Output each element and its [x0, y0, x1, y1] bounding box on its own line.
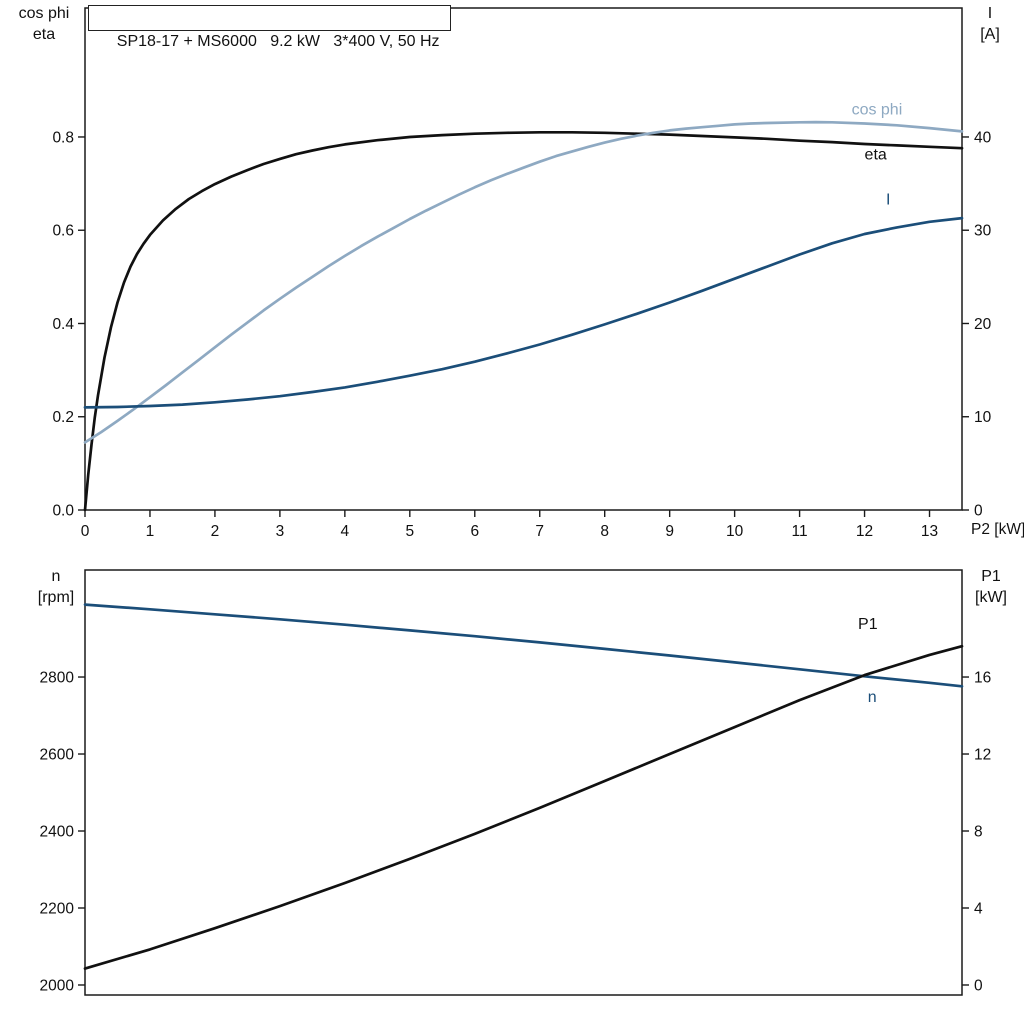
right-tick-label: 0 [974, 503, 983, 520]
right-axis-title-line2: [A] [980, 26, 1000, 43]
curve-eta [83, 130, 964, 512]
x-tick-label: 6 [470, 523, 479, 540]
left-axis-title-line2: eta [32, 26, 56, 43]
left-tick-label: 0.0 [52, 503, 74, 520]
left-tick-label: 2200 [40, 900, 75, 917]
right-tick-label: 16 [974, 670, 991, 687]
n-axis-title-line1: n [51, 568, 61, 585]
curve-label-n: n [868, 689, 877, 706]
right-tick-label: 0 [974, 977, 983, 994]
x-tick-label: 11 [792, 523, 808, 540]
right-tick-label: 20 [974, 316, 992, 333]
curve-label-I: I [886, 192, 890, 209]
curve-cos-phi [83, 120, 964, 444]
p1-axis-title-line2: [kW] [975, 589, 1007, 606]
right-tick-label: 8 [974, 824, 983, 841]
left-axis-title-line1: cos phi [18, 5, 70, 22]
curve-label-eta: eta [865, 146, 887, 163]
x-tick-label: 2 [211, 523, 220, 540]
plot-frame [84, 7, 963, 511]
left-tick-label: 2000 [40, 977, 75, 994]
left-tick-label: 2400 [40, 824, 75, 841]
x-tick-label: 7 [535, 523, 544, 540]
left-tick-label: 0.2 [52, 409, 74, 426]
n-axis-title-line2: [rpm] [37, 589, 75, 606]
left-tick-label: 0.8 [52, 129, 74, 146]
bottom-left-axis-title: n [rpm] [18, 566, 94, 608]
curve-I [83, 216, 964, 409]
x-tick-label: 13 [921, 523, 938, 540]
right-tick-label: 4 [974, 900, 983, 917]
right-tick-label: 12 [974, 747, 991, 764]
bottom-right-axis-title: P1 [kW] [962, 566, 1020, 608]
x-tick-label: 3 [276, 523, 285, 540]
x-tick-label: 0 [81, 523, 90, 540]
x-tick-label: 5 [406, 523, 415, 540]
curve-P1 [83, 644, 964, 970]
right-axis-title-line1: I [987, 5, 993, 22]
chart-title-box: SP18-17 + MS6000 9.2 kW 3*400 V, 50 Hz [88, 5, 451, 50]
x-tick-label: 10 [726, 523, 744, 540]
x-axis-label: P2 [kW] [971, 521, 1024, 538]
x-tick-label: 1 [146, 523, 155, 540]
p1-axis-title-line1: P1 [981, 568, 1001, 585]
left-tick-label: 2800 [40, 670, 75, 687]
chart-title: SP18-17 + MS6000 9.2 kW 3*400 V, 50 Hz [116, 33, 440, 50]
x-tick-label: 8 [600, 523, 609, 540]
right-tick-label: 10 [974, 409, 992, 426]
plot-frame [84, 569, 963, 996]
left-tick-label: 0.4 [52, 316, 74, 333]
top-right-axis-title: I [A] [962, 3, 1018, 45]
right-tick-label: 40 [974, 129, 992, 146]
left-tick-label: 0.6 [52, 223, 74, 240]
curve-label-cos-phi: cos phi [852, 102, 903, 119]
x-tick-label: 9 [665, 523, 674, 540]
top-left-axis-title: cos phi eta [6, 3, 82, 45]
curve-label-P1: P1 [858, 616, 878, 633]
x-tick-label: 12 [856, 523, 873, 540]
right-tick-label: 30 [974, 223, 992, 240]
left-tick-label: 2600 [40, 747, 75, 764]
x-tick-label: 4 [341, 523, 350, 540]
curve-n [83, 603, 964, 688]
